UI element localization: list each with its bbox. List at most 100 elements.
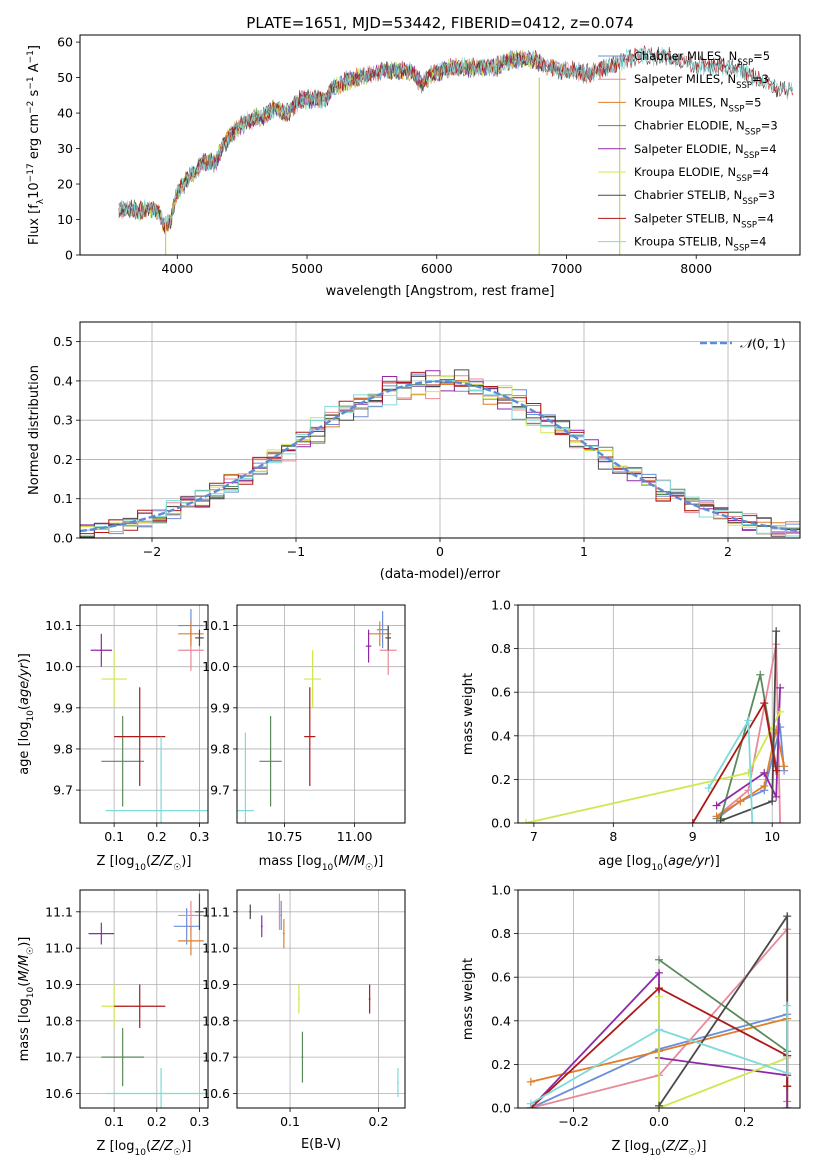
- label-part: Flux [f: [27, 204, 42, 245]
- label-part: 10: [27, 182, 42, 199]
- legend-entry: Salpeter STELIB, NSSP=4: [634, 211, 774, 230]
- x-tick-label: 2: [724, 544, 732, 559]
- y-tick-label: 9.7: [53, 783, 73, 798]
- label-part: age [log: [598, 854, 651, 869]
- x-tick-label: 6000: [421, 261, 453, 276]
- label-part: )]: [181, 854, 191, 869]
- legend-entry: 𝒩(0, 1): [740, 336, 786, 351]
- y-tick-label: 40: [57, 106, 73, 121]
- label-part: ☉: [688, 1148, 696, 1158]
- y-tick-label: 0.0: [491, 1101, 511, 1116]
- x-tick-label: 0.1: [104, 1114, 124, 1129]
- x-tick-label: 10.75: [267, 829, 303, 844]
- errorbar-point: [397, 1068, 399, 1098]
- label-part: −1: [26, 76, 36, 89]
- axes-frame: [79, 889, 209, 1109]
- y-tick-label: 50: [57, 70, 73, 85]
- x-tick-label: 0.2: [147, 1114, 167, 1129]
- errorbar-point: [101, 650, 127, 708]
- y-tick-label: 10.7: [202, 1050, 230, 1065]
- label-part: mass [log: [259, 854, 322, 869]
- y-tick-label: 0.4: [491, 1013, 511, 1028]
- spectrum-line: [118, 50, 541, 230]
- label-part: M/M: [338, 854, 365, 869]
- axes-0: 4000 5000 6000 7000 8000 0 10 20 30 40 50 60 PLATE=1…: [26, 14, 801, 299]
- legend-text: =4: [760, 142, 777, 156]
- legend-text: Kroupa ELODIE, N: [634, 165, 736, 179]
- plot-area: [80, 369, 800, 538]
- errorbar-point: [260, 915, 263, 938]
- x-tick-label: 0.2: [369, 1114, 389, 1129]
- y-tick-label: 0.2: [491, 772, 511, 787]
- legend-text: =4: [749, 235, 766, 249]
- y-tick-label: 10.9: [202, 977, 230, 992]
- y-axis-label: mass weight: [461, 958, 476, 1040]
- axes-6: 0.1 0.2 10.6 10.7 10.8 10.9 11.0 11.1 E(B-V): [202, 889, 406, 1152]
- y-axis-label: mass [log10(M/M☉)]: [17, 937, 36, 1062]
- x-tick-label: 1: [580, 544, 588, 559]
- errorbar-point: [195, 629, 204, 647]
- plot-area: [118, 44, 794, 255]
- x-tick-label: 0.1: [280, 1114, 300, 1129]
- errorbar-point: [195, 893, 204, 930]
- axes-frame: [79, 604, 209, 824]
- legend-sub: SSP: [734, 244, 750, 254]
- y-tick-label: 20: [57, 177, 73, 192]
- legend-sub: SSP: [745, 128, 761, 138]
- x-tick-label: 0.2: [147, 829, 167, 844]
- label-part: ☉: [26, 947, 36, 955]
- legend-entry: Salpeter ELODIE, NSSP=4: [634, 142, 777, 161]
- label-part: )]: [17, 653, 32, 663]
- y-tick-label: 0.2: [53, 452, 73, 467]
- label-part: −2: [26, 101, 36, 114]
- label-part: )]: [696, 1139, 706, 1154]
- y-tick-label: 0.1: [53, 491, 73, 506]
- spectrum-line: [118, 49, 541, 233]
- label-part: (: [17, 705, 32, 710]
- x-axis-label: Z [log10(Z/Z☉)]: [97, 1139, 192, 1158]
- legend-entry: Chabrier ELODIE, NSSP=3: [634, 119, 778, 138]
- axes-4: 7 8 9 10 0.0 0.2 0.4 0.6 0.8 1.0 mass weight age [l…: [461, 598, 801, 873]
- label-part: s: [27, 89, 42, 100]
- errorbar-point: [249, 904, 252, 920]
- y-axis-label: Normed distribution: [27, 365, 42, 495]
- errorbar-point: [278, 893, 281, 930]
- label-part: 10: [26, 710, 36, 722]
- errorbar-point: [301, 1031, 304, 1083]
- x-tick-label: 8: [609, 829, 617, 844]
- errorbar-point: [237, 732, 254, 823]
- y-tick-label: 10.1: [45, 618, 73, 633]
- x-axis-label: E(B-V): [301, 1137, 341, 1152]
- y-axis-label: mass weight: [461, 673, 476, 755]
- legend-text: =3: [761, 119, 778, 133]
- legend-text: =5: [744, 95, 761, 109]
- y-tick-label: 10: [57, 212, 73, 227]
- x-tick-label: 5000: [291, 261, 323, 276]
- x-tick-label: 10: [764, 829, 780, 844]
- errorbar-point: [304, 650, 321, 708]
- legend-text: =4: [752, 165, 769, 179]
- y-tick-label: 0.6: [491, 685, 511, 700]
- errorbar-point: [385, 625, 391, 651]
- x-axis-label: wavelength [Angstrom, rest frame]: [326, 284, 555, 299]
- y-tick-label: 9.7: [210, 783, 230, 798]
- y-tick-label: 30: [57, 141, 73, 156]
- weight-line: [658, 913, 789, 1107]
- legend-text: Kroupa MILES, N: [634, 95, 729, 109]
- errorbar-point: [259, 716, 282, 807]
- axes-5: 0.1 0.2 0.310.610.710.810.911.011.1Z [log1…: [17, 889, 209, 1158]
- weight-line: [658, 996, 788, 1108]
- label-part: 10: [26, 986, 36, 998]
- legend-sub: SSP: [742, 197, 758, 207]
- legend-sub: SSP: [741, 220, 757, 230]
- x-tick-label: 9: [689, 829, 697, 844]
- y-tick-label: 11.1: [45, 904, 73, 919]
- y-tick-label: 0.4: [491, 728, 511, 743]
- legend-sub: SSP: [736, 174, 752, 184]
- label-part: M/M: [17, 955, 32, 982]
- x-axis-label: Z [log10(Z/Z☉)]: [612, 1139, 707, 1158]
- y-tick-label: 0.8: [491, 926, 511, 941]
- x-axis-label: Z [log10(Z/Z☉)]: [97, 854, 192, 873]
- label-part: age/yr: [17, 662, 32, 705]
